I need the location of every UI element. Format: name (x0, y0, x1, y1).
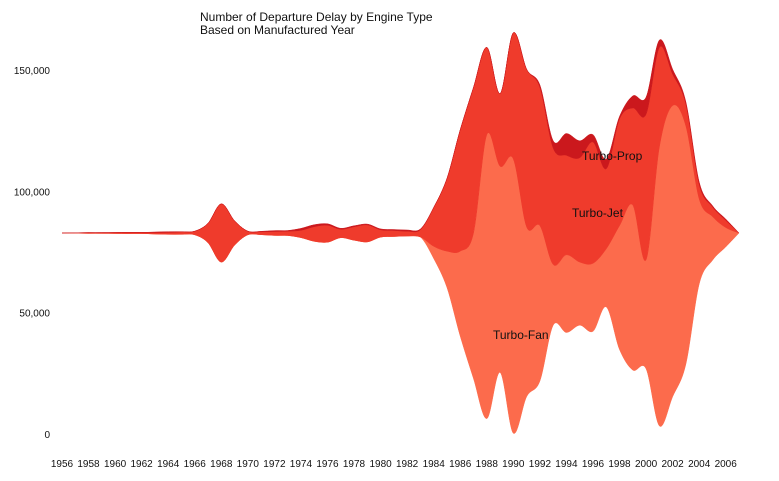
x-tick-label: 1986 (449, 459, 472, 470)
x-tick-label: 1958 (77, 459, 100, 470)
x-tick-label: 1972 (263, 459, 286, 470)
annotation-turbo-prop: Turbo-Prop (582, 149, 643, 163)
x-tick-label: 1988 (476, 459, 499, 470)
x-tick-label: 1960 (104, 459, 127, 470)
y-tick-label: 100,000 (14, 187, 51, 198)
x-tick-label: 1956 (51, 459, 74, 470)
x-axis: 1956 1958 1960 1962 1964 1966 1968 1970 1972 1974… (51, 459, 737, 470)
x-tick-label: 1992 (529, 459, 552, 470)
x-tick-label: 1978 (343, 459, 366, 470)
y-tick-label: 50,000 (19, 309, 50, 320)
x-tick-label: 1980 (369, 459, 392, 470)
x-tick-label: 2002 (661, 459, 684, 470)
y-tick-label: 150,000 (14, 66, 51, 77)
x-tick-label: 2000 (635, 459, 658, 470)
x-tick-label: 2006 (715, 459, 738, 470)
x-tick-label: 1962 (130, 459, 153, 470)
y-axis: 0 50,000 100,000 150,000 (14, 66, 51, 441)
y-tick-label: 0 (44, 430, 50, 441)
x-tick-label: 1970 (237, 459, 260, 470)
x-tick-label: 1994 (555, 459, 578, 470)
x-tick-label: 1966 (184, 459, 207, 470)
chart-title: Number of Departure Delay by Engine Type (200, 10, 433, 24)
x-tick-label: 1968 (210, 459, 233, 470)
x-tick-label: 1998 (608, 459, 631, 470)
x-tick-label: 1976 (316, 459, 339, 470)
x-tick-label: 1996 (582, 459, 605, 470)
annotation-turbo-jet: Turbo-Jet (572, 206, 624, 220)
x-tick-label: 2004 (688, 459, 711, 470)
x-tick-label: 1982 (396, 459, 419, 470)
chart-subtitle: Based on Manufactured Year (200, 23, 355, 37)
x-tick-label: 1984 (423, 459, 446, 470)
stream-areas (61, 32, 740, 434)
stream-turbo-prop (61, 32, 740, 234)
x-tick-label: 1964 (157, 459, 180, 470)
x-tick-label: 1990 (502, 459, 525, 470)
annotation-turbo-fan: Turbo-Fan (493, 328, 549, 342)
x-tick-label: 1974 (290, 459, 313, 470)
